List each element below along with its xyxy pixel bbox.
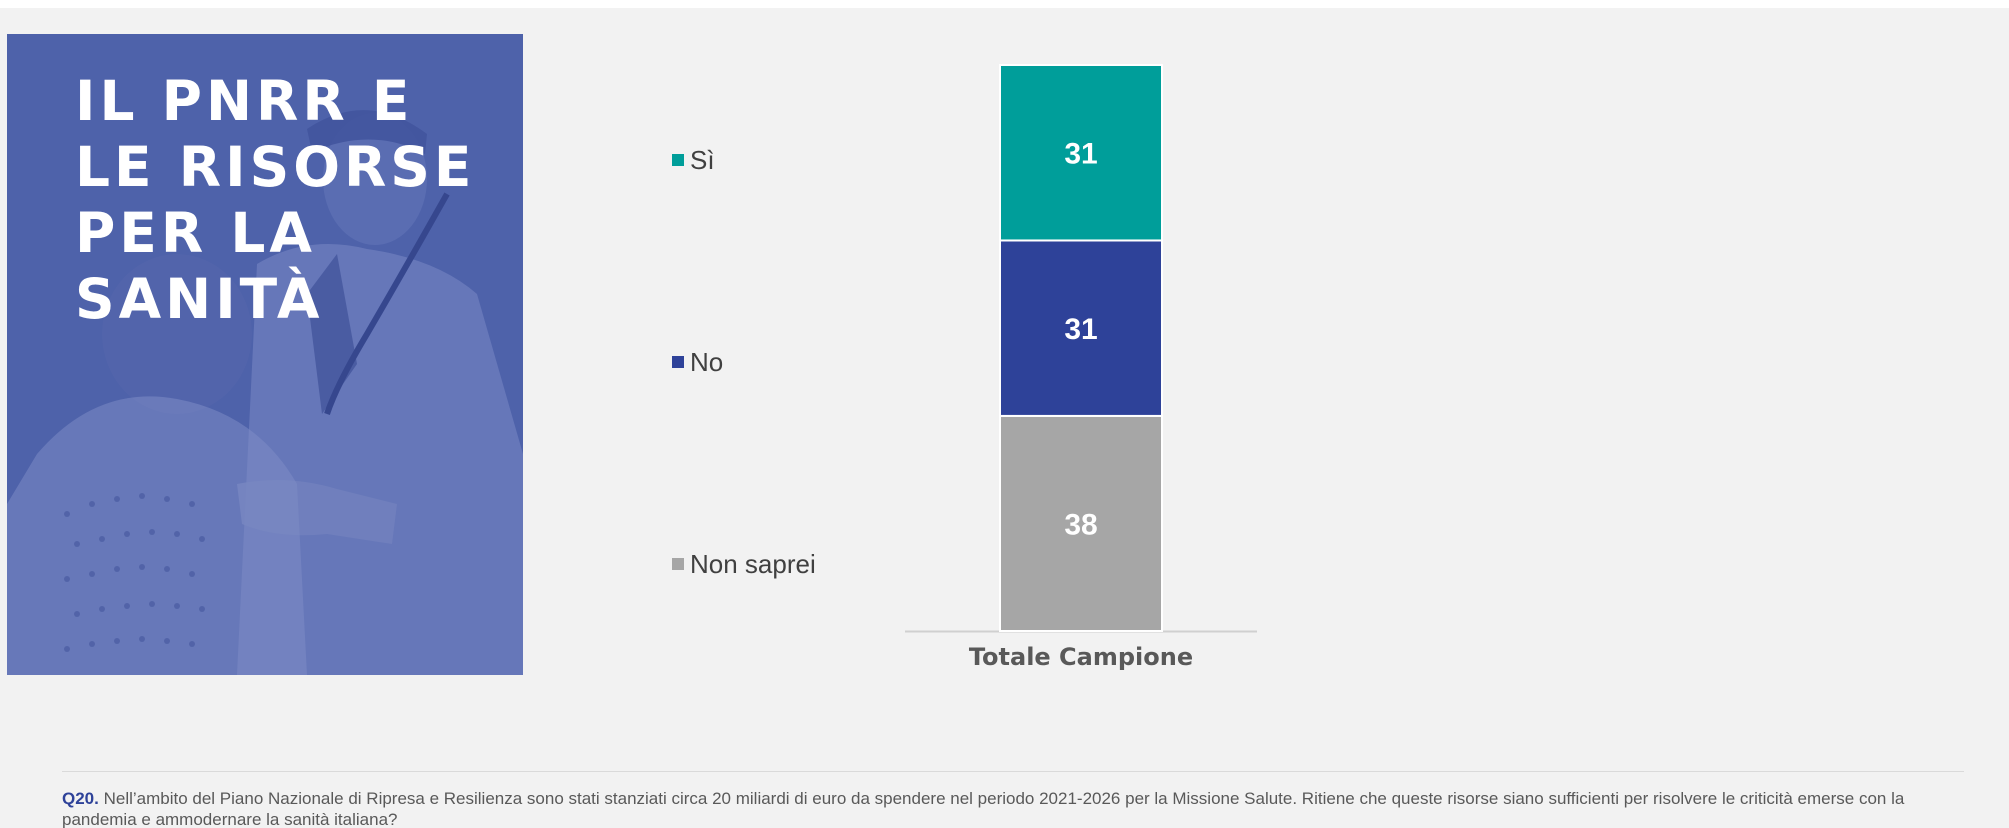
legend-swatch-non-saprei: [672, 558, 684, 570]
question-text: Nell’ambito del Piano Nazionale di Ripre…: [62, 789, 1905, 828]
bar-segment-s-: [999, 64, 1163, 242]
legend-item-si: Sì: [672, 145, 715, 175]
legend-label-no: No: [690, 346, 724, 377]
legend-item-non-saprei: Non saprei: [672, 549, 816, 579]
bar-segment-no: [999, 239, 1163, 417]
legend-label-non-saprei: Non saprei: [690, 548, 816, 579]
stacked-bar-chart: 38 31 31 Totale Campione: [905, 64, 1257, 671]
data-label-s-: 31: [1064, 138, 1097, 171]
bar-segment-non-saprei: [999, 414, 1163, 633]
photo-panel: IL PNRR E LE RISORSE PER LA SANITÀ: [7, 34, 523, 675]
legend-item-no: No: [672, 347, 723, 377]
legend-label-si: Sì: [690, 144, 715, 175]
survey-question-footnote: Q20. Nell’ambito del Piano Nazionale di …: [62, 788, 1962, 828]
data-label-no: 31: [1064, 313, 1097, 346]
category-label: Totale Campione: [969, 643, 1193, 671]
legend-swatch-no: [672, 356, 684, 368]
data-label-non-saprei: 38: [1064, 508, 1097, 541]
question-id: Q20.: [62, 789, 99, 808]
slide: IL PNRR E LE RISORSE PER LA SANITÀ Sì No…: [0, 8, 2009, 828]
doctor-patient-photo: [7, 34, 523, 675]
legend-swatch-si: [672, 154, 684, 166]
footer-divider: [62, 771, 1964, 772]
panel-title: IL PNRR E LE RISORSE PER LA SANITÀ: [75, 69, 476, 331]
